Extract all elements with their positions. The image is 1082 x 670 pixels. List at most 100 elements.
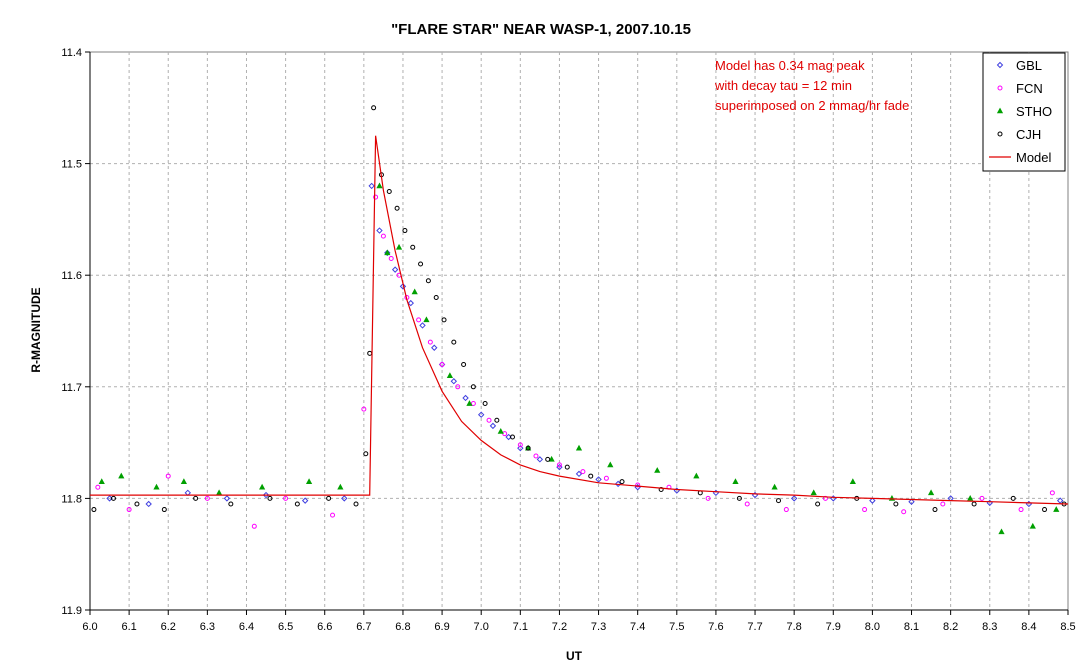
stho-point [118, 472, 125, 479]
fcn-point [373, 194, 379, 200]
series-gbl [106, 182, 1064, 508]
fcn-point [126, 507, 132, 513]
x-tick-label: 7.0 [474, 621, 489, 633]
x-tick-label: 8.3 [982, 621, 997, 633]
legend-label: Model [1016, 150, 1052, 165]
gbl-point [517, 444, 524, 452]
annotation-line: Model has 0.34 mag peak [715, 58, 865, 73]
stho-point [466, 400, 473, 406]
cjh-point [509, 434, 515, 440]
gbl-point [614, 480, 622, 488]
gbl-point [477, 411, 485, 418]
cjh-point [470, 384, 476, 390]
fcn-point [251, 523, 257, 529]
gbl-point [341, 495, 348, 502]
x-tick-label: 7.3 [591, 621, 606, 633]
gbl-point [399, 283, 407, 290]
legend-item-stho: STHO [996, 104, 1052, 119]
fcn-point [533, 453, 539, 459]
fcn-point [940, 501, 946, 507]
cjh-point [619, 479, 625, 485]
y-tick-label: 11.8 [61, 493, 82, 505]
fcn-point [330, 512, 336, 518]
fcn-point [979, 495, 985, 501]
cjh-point [386, 189, 392, 194]
cjh-point [658, 486, 664, 492]
cjh-point [267, 495, 273, 501]
fcn-point [603, 475, 609, 481]
series-fcn [95, 194, 1055, 529]
stho-point [575, 444, 583, 451]
gbl-point [384, 249, 391, 257]
x-tick-label: 7.1 [513, 621, 528, 633]
stho-point [771, 483, 778, 490]
gbl-point [262, 491, 270, 499]
stho-point [654, 467, 661, 473]
x-tick-label: 6.9 [434, 621, 449, 633]
gbl-point [595, 476, 602, 483]
gbl-point [431, 344, 438, 351]
y-tick-label: 11.7 [61, 382, 82, 394]
cjh-point [776, 498, 782, 504]
x-tick-label: 6.7 [356, 621, 371, 633]
cjh-point [451, 339, 457, 345]
x-axis-title: UT [566, 649, 583, 663]
cjh-point [441, 317, 447, 323]
cjh-point [294, 501, 300, 507]
x-tick-label: 6.5 [278, 621, 293, 633]
gbl-point [376, 227, 383, 234]
fcn-point [580, 469, 586, 475]
cjh-point [1042, 507, 1048, 513]
legend-item-cjh: CJH [997, 127, 1041, 142]
fcn-point [165, 473, 171, 479]
x-tick-label: 8.5 [1060, 621, 1075, 633]
x-tick-label: 6.4 [239, 621, 254, 633]
model-annotation: Model has 0.34 mag peak with decay tau = … [714, 58, 909, 113]
legend-swatch [996, 107, 1004, 114]
cjh-point [815, 501, 821, 507]
stho-point [1029, 522, 1036, 529]
gbl-point [301, 497, 309, 504]
stho-point [693, 472, 700, 479]
x-tick-label: 7.2 [552, 621, 567, 633]
legend-label: FCN [1016, 81, 1043, 96]
x-tick-label: 7.5 [669, 621, 684, 633]
fcn-point [517, 442, 523, 448]
fcn-point [427, 339, 433, 345]
stho-point [732, 478, 739, 484]
cjh-point [736, 495, 742, 501]
x-tick-label: 8.0 [865, 621, 880, 633]
cjh-point [971, 501, 977, 507]
cjh-point [482, 401, 488, 407]
x-tick-label: 7.6 [708, 621, 723, 633]
model-curve [90, 135, 1069, 505]
cjh-point [410, 244, 416, 250]
fcn-point [862, 507, 868, 513]
cjh-point [110, 495, 116, 501]
cjh-point [433, 295, 439, 301]
annotation-line: superimposed on 2 mmag/hr fade [715, 98, 909, 113]
cjh-point [588, 473, 594, 479]
gbl-point [1056, 497, 1064, 504]
fcn-point [204, 495, 210, 501]
cjh-point [353, 501, 359, 507]
stho-point [180, 478, 187, 484]
x-tick-label: 6.6 [317, 621, 332, 633]
gbl-point [145, 500, 152, 508]
stho-point [446, 372, 454, 378]
cjh-point [932, 507, 938, 513]
chart-title: "FLARE STAR" NEAR WASP-1, 2007.10.15 [391, 21, 691, 38]
fcn-point [388, 255, 394, 261]
stho-point [98, 478, 105, 484]
legend-item-fcn: FCN [997, 81, 1043, 96]
gbl-point [489, 422, 497, 430]
cjh-point [461, 361, 467, 367]
x-tick-label: 8.1 [904, 621, 919, 633]
x-tick-label: 6.1 [121, 621, 136, 633]
legend-label: GBL [1016, 58, 1042, 73]
stho-point [305, 478, 313, 484]
x-tick-label: 8.4 [1021, 621, 1036, 633]
x-tick-label: 6.8 [395, 621, 410, 633]
fcn-point [470, 401, 476, 407]
